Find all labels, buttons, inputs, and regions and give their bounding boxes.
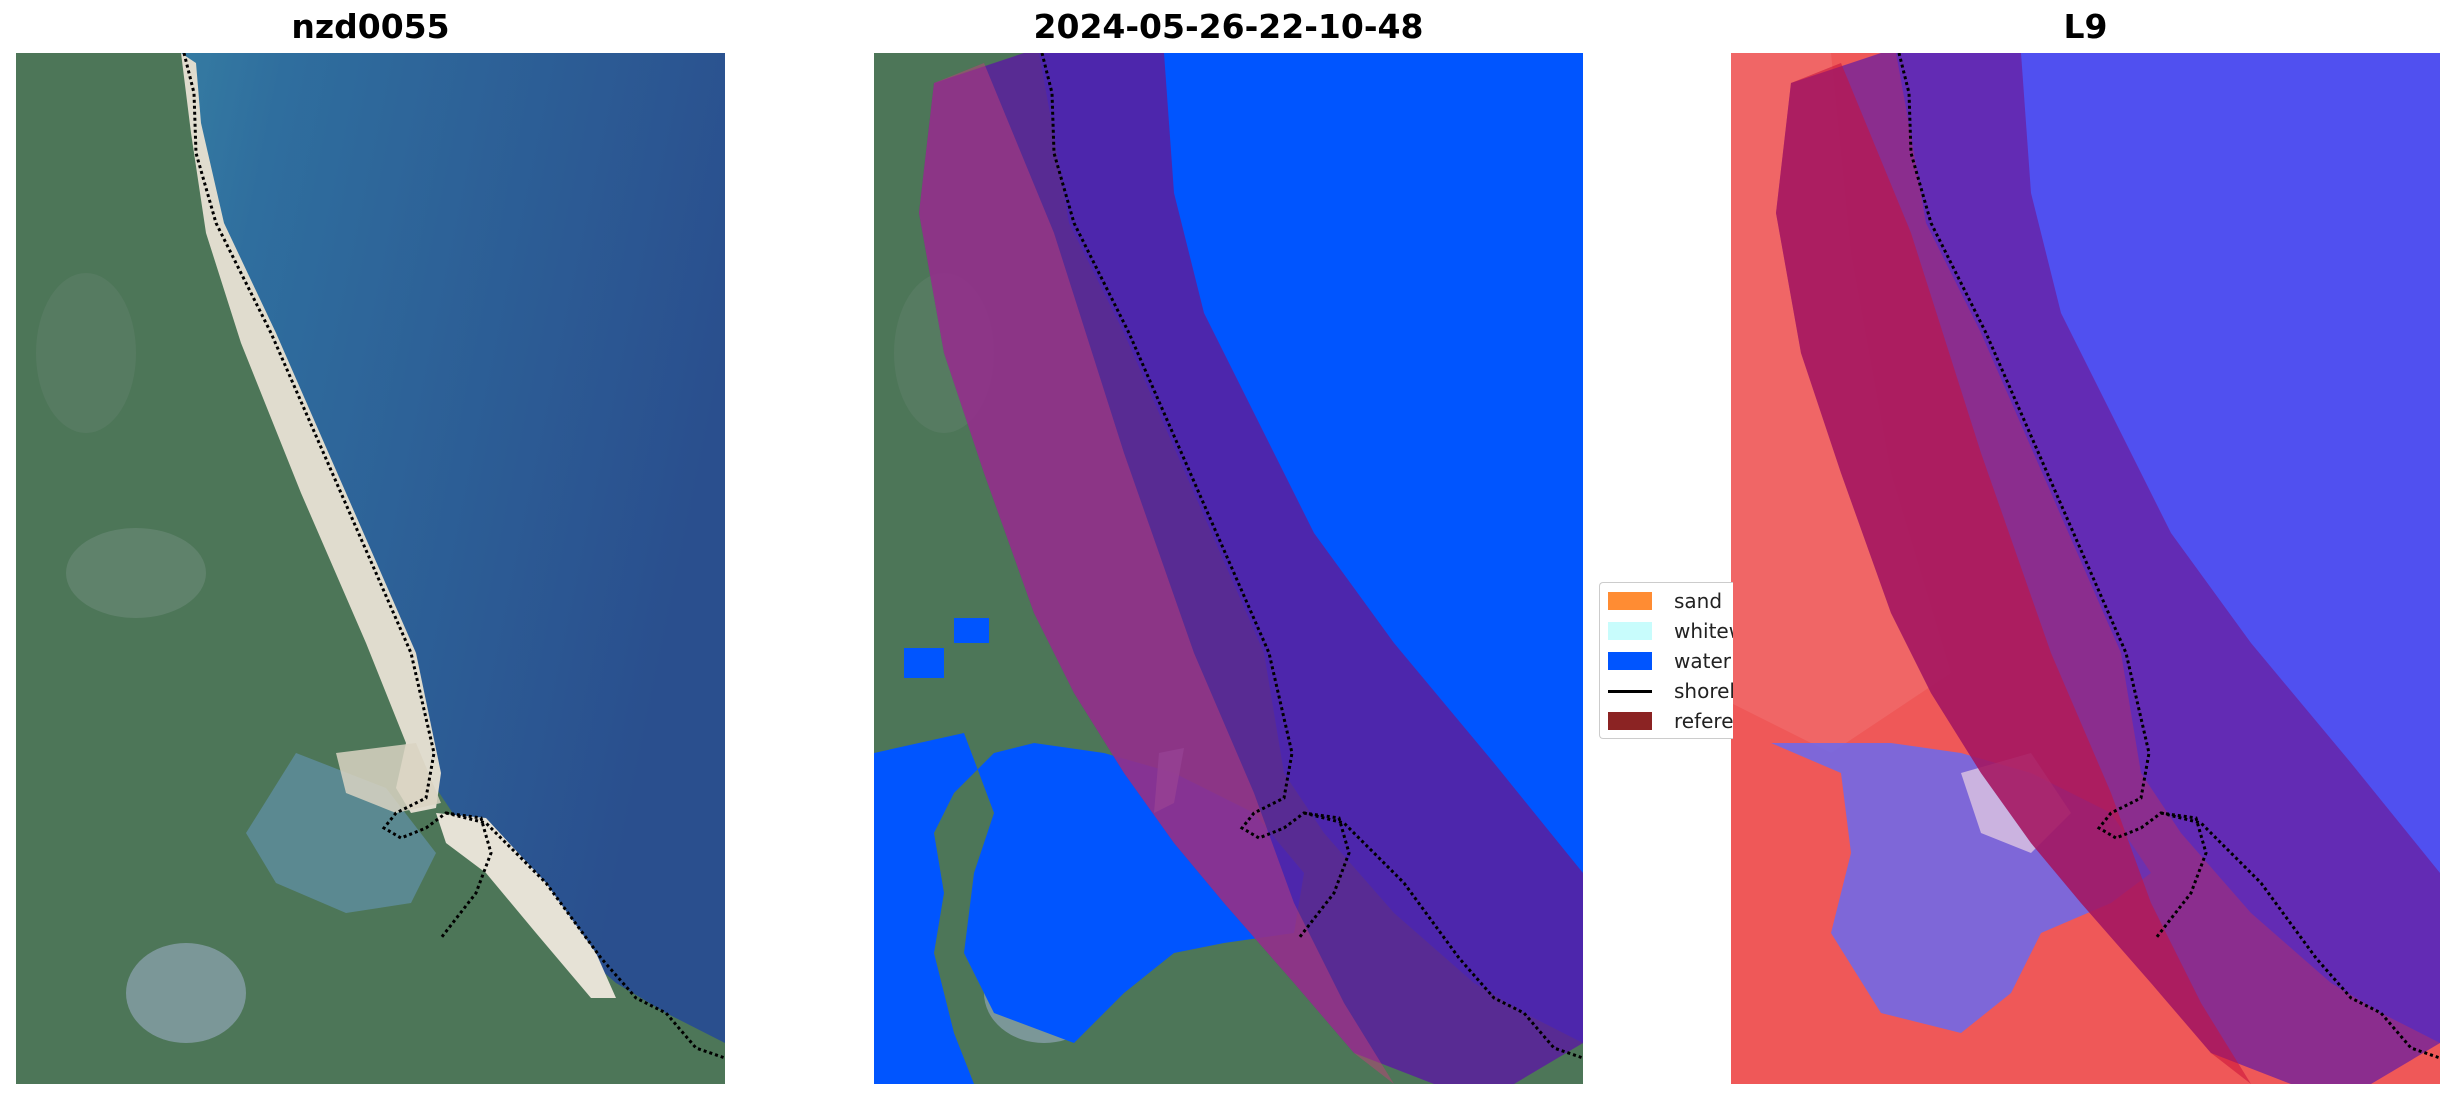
sand-swatch (1608, 592, 1652, 610)
sand-spit (436, 813, 616, 998)
rgb-image-panel (16, 53, 725, 1084)
rgb-satellite-image (16, 53, 725, 1084)
index-panel (1731, 53, 2440, 1084)
beach-strip (181, 53, 441, 813)
detected-shoreline (1897, 53, 2440, 1060)
panel-title-classification: 2024-05-26-22-10-48 (1033, 7, 1424, 46)
reference-buffer-swatch (1608, 712, 1652, 730)
whitewater-swatch (1608, 622, 1652, 640)
land-area (16, 53, 725, 1084)
index-image (1731, 53, 2440, 1084)
classification-panel (874, 53, 1583, 1084)
shoreline-swatch (1608, 690, 1652, 693)
detected-shoreline (182, 53, 725, 1060)
reference-shoreline-buffer (1776, 53, 2440, 1084)
reference-shoreline-buffer (919, 53, 1583, 1084)
water-swatch (1608, 652, 1652, 670)
panel-title-rgb: nzd0055 (291, 7, 450, 46)
classified-image (874, 53, 1583, 1084)
detected-shoreline (1040, 53, 1583, 1060)
lagoon-sand (336, 743, 441, 813)
panel-title-index: L9 (2063, 7, 2108, 46)
